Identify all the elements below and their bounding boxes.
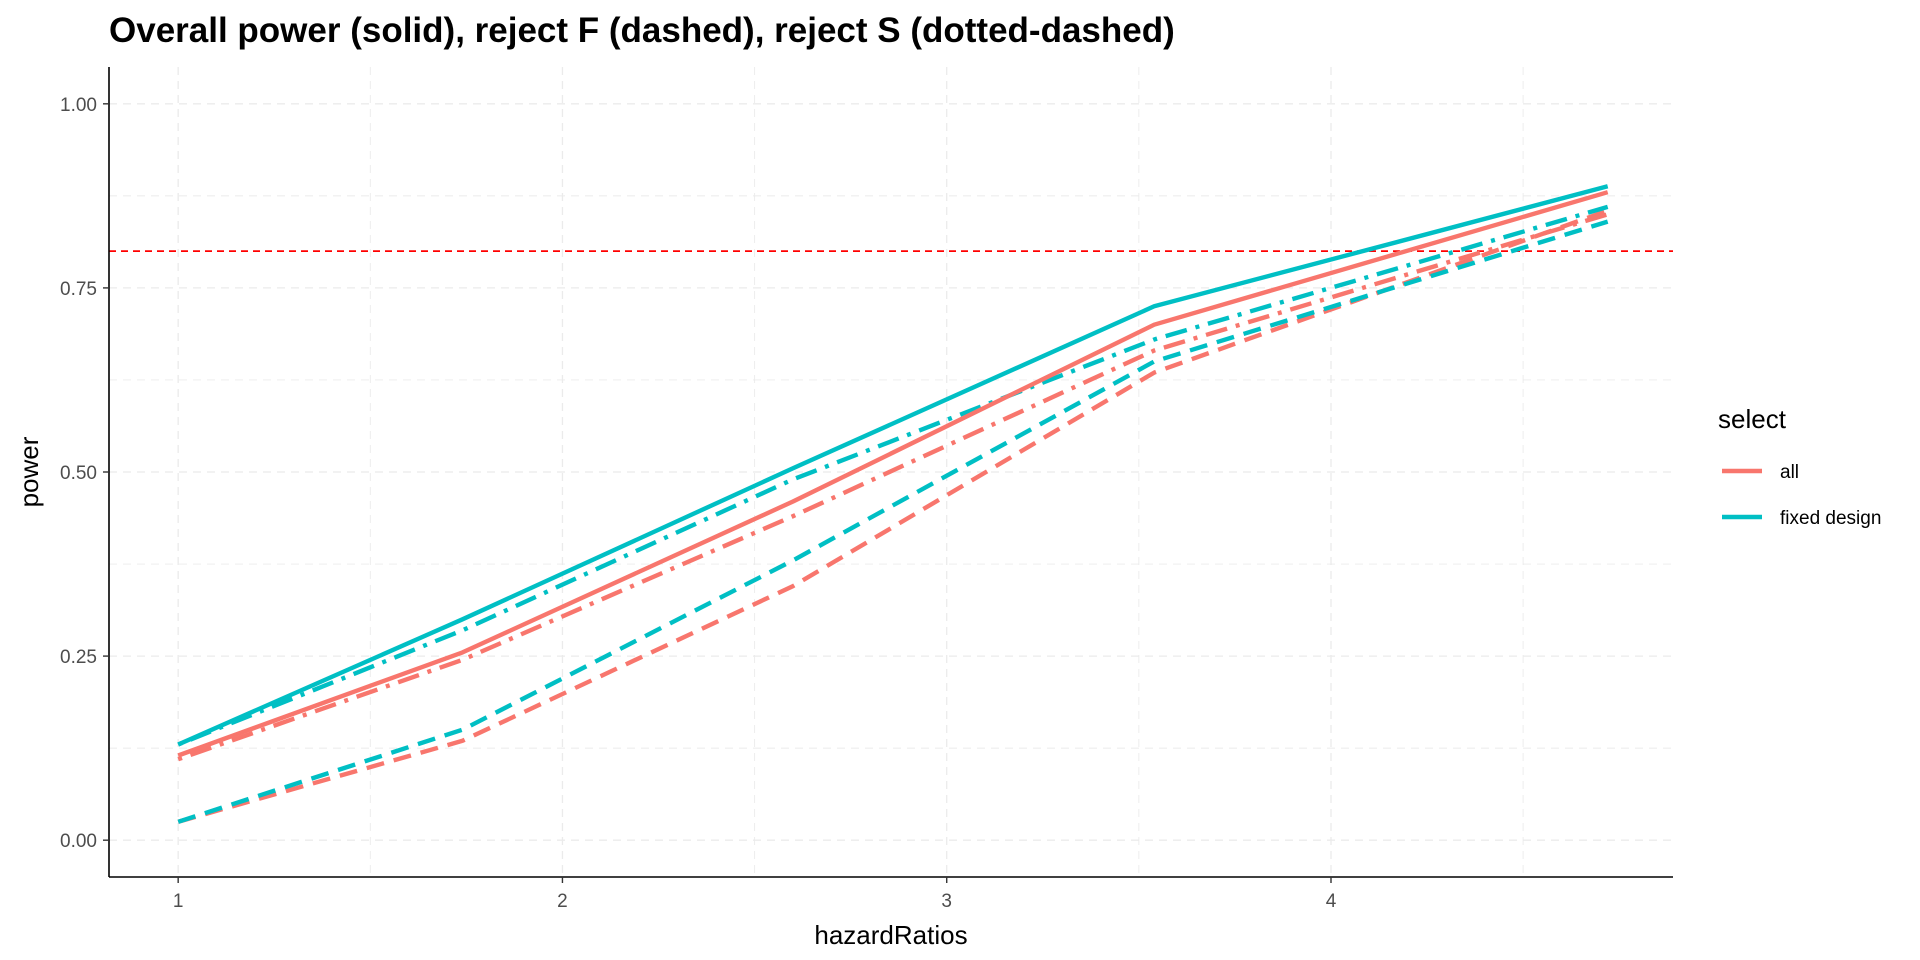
series-line-all-solid — [177, 190, 1609, 758]
series-line-all-dashed — [177, 208, 1609, 824]
x-tick-label: 4 — [1326, 891, 1337, 912]
y-tick-label: 1.00 — [60, 95, 97, 116]
series-line-fixed-design-dotdash — [177, 204, 1609, 747]
legend-label-all: all — [1780, 462, 1799, 483]
y-tick-label: 0.50 — [60, 463, 97, 484]
legend: select all fixed design — [1718, 404, 1881, 529]
y-tick-label: 0.75 — [60, 279, 97, 300]
y-tick-label: 0.00 — [60, 831, 97, 852]
x-axis-title: hazardRatios — [814, 920, 967, 950]
plot-title: Overall power (solid), reject F (dashed)… — [109, 11, 1175, 50]
x-tick-label: 1 — [173, 891, 184, 912]
grid-layer — [109, 67, 1673, 877]
series-line-fixed-design-solid — [177, 184, 1609, 747]
series-line-fixed-design-dashed — [177, 219, 1609, 824]
legend-title: select — [1718, 404, 1787, 434]
legend-entries: all fixed design — [1722, 462, 1881, 529]
x-tick-label: 2 — [557, 891, 568, 912]
ticks-layer: 0.00 0.25 0.50 0.75 1.00 1 2 3 4 — [60, 95, 1337, 912]
series-line-all-dotdash — [177, 212, 1609, 762]
x-tick-label: 3 — [941, 891, 952, 912]
y-tick-label: 0.25 — [60, 647, 97, 668]
y-axis-title: power — [14, 436, 44, 507]
series-layer — [177, 184, 1609, 824]
legend-label-fixed-design: fixed design — [1780, 508, 1881, 529]
